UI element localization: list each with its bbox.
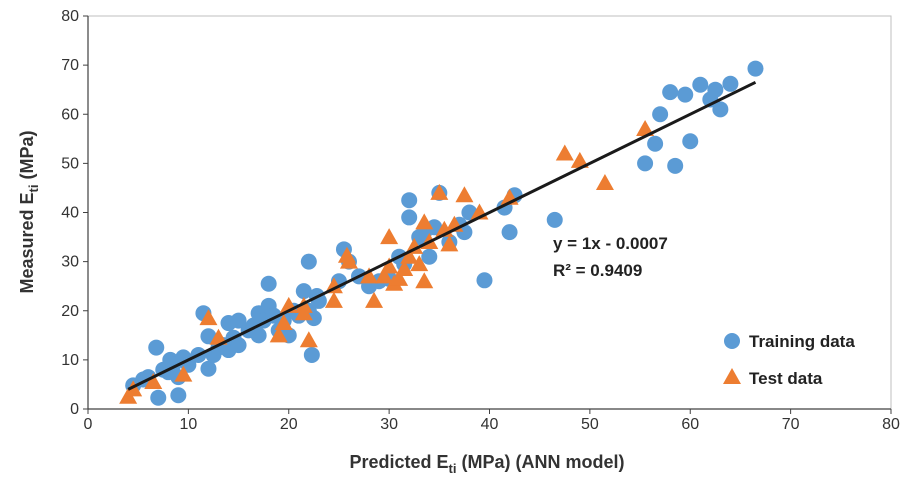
legend-training-label: Training data [749, 332, 855, 351]
test-point [209, 328, 228, 345]
test-point [299, 331, 318, 348]
x-tick-label: 20 [280, 416, 298, 433]
training-point [305, 310, 322, 327]
training-point [692, 76, 709, 93]
r-squared-label: R² = 0.9409 [553, 261, 642, 280]
trendline [127, 80, 757, 391]
test-point [390, 269, 409, 286]
y-tick-label: 50 [61, 155, 79, 172]
x-axis-title: Predicted Eti (MPa) (ANN model) [350, 452, 625, 474]
test-point [365, 291, 384, 308]
training-point [426, 219, 443, 236]
test-point [415, 272, 434, 289]
training-point [300, 253, 317, 270]
training-point [712, 101, 729, 118]
test-series [119, 119, 655, 404]
legend-box [696, 318, 882, 400]
test-point [294, 304, 313, 321]
training-point [501, 224, 518, 241]
test-point [339, 252, 358, 269]
x-tick-label: 60 [681, 416, 699, 433]
test-point [415, 213, 434, 230]
y-tick-label: 20 [61, 303, 79, 320]
test-point [380, 228, 399, 245]
training-point [200, 360, 217, 377]
test-point [555, 144, 574, 161]
y-axis-title: Measured Eti (MPa) [17, 130, 41, 293]
test-point [570, 151, 589, 168]
x-tick-label: 10 [179, 416, 197, 433]
training-point [667, 157, 684, 174]
test-point [375, 267, 394, 284]
training-point [637, 155, 654, 172]
training-point [170, 387, 187, 404]
y-tick-label: 0 [70, 401, 79, 418]
training-point [250, 327, 267, 344]
test-point [199, 309, 218, 326]
test-point [360, 267, 379, 284]
y-tick-label: 80 [61, 8, 79, 25]
training-point [747, 60, 764, 77]
training-point [260, 275, 277, 292]
training-point [421, 248, 438, 265]
test-point [430, 183, 449, 200]
training-point [230, 337, 247, 354]
test-point [324, 291, 343, 308]
x-tick-label: 30 [380, 416, 398, 433]
x-tick-label: 70 [782, 416, 800, 433]
legend-training-marker [724, 333, 740, 349]
test-point [400, 247, 419, 264]
training-point [677, 86, 694, 103]
training-point [148, 339, 165, 356]
test-point [380, 257, 399, 274]
equation-label: y = 1x - 0.0007 [553, 234, 668, 253]
test-point [410, 255, 429, 272]
x-tick-label: 40 [481, 416, 499, 433]
y-tick-label: 70 [61, 57, 79, 74]
x-tick-label: 50 [581, 416, 599, 433]
test-point [274, 314, 293, 331]
legend-test-marker [723, 368, 741, 384]
test-point [174, 365, 193, 382]
x-tick-labels: 0 10 20 30 40 50 60 70 80 [84, 409, 900, 433]
x-tick-label: 80 [882, 416, 900, 433]
test-point [595, 174, 614, 191]
training-point [707, 81, 724, 98]
training-point [303, 346, 320, 363]
legend-test-label: Test data [749, 369, 823, 388]
training-point [476, 272, 493, 289]
test-point [440, 235, 459, 252]
y-tick-labels: 0 10 20 30 40 50 60 70 80 [61, 8, 88, 418]
training-point [652, 106, 669, 123]
y-tick-label: 30 [61, 254, 79, 271]
training-point [401, 209, 418, 226]
test-point [455, 186, 474, 203]
training-point [682, 133, 699, 150]
training-point [546, 211, 563, 228]
training-point [230, 312, 247, 329]
training-point [722, 75, 739, 92]
test-point [269, 326, 288, 343]
test-point [144, 372, 163, 389]
x-tick-label: 0 [84, 416, 93, 433]
training-point [295, 283, 312, 300]
training-point [647, 135, 664, 152]
legend: Training data Test data [696, 318, 882, 400]
test-point [636, 119, 655, 136]
test-point [395, 259, 414, 276]
training-point [662, 84, 679, 101]
training-point [401, 192, 418, 209]
y-tick-label: 10 [61, 352, 79, 369]
training-point [150, 389, 167, 406]
y-tick-label: 60 [61, 106, 79, 123]
y-tick-label: 40 [61, 205, 79, 222]
